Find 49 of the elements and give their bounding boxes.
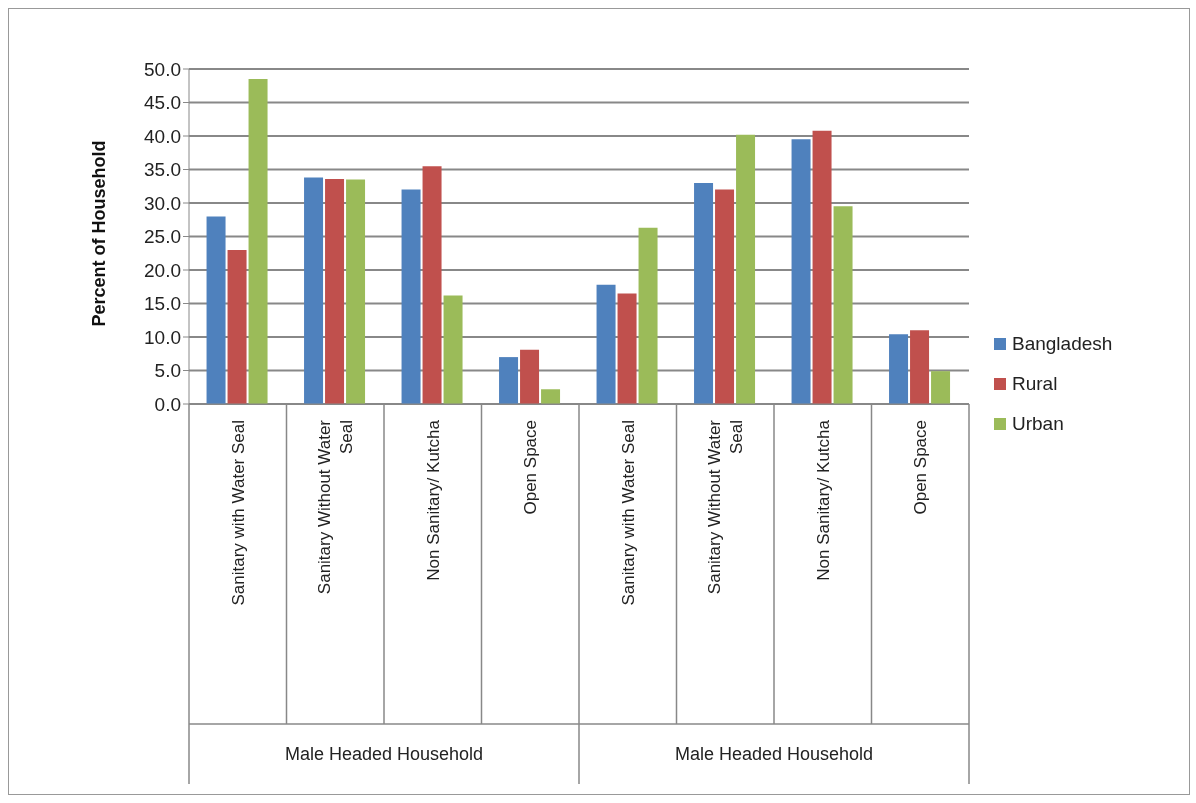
bar	[638, 227, 658, 404]
y-tick-label: 5.0	[154, 360, 181, 382]
legend-label: Bangladesh	[1012, 332, 1113, 356]
y-tick-label: 15.0	[144, 293, 181, 315]
x-tick-label: Sanitary Without Water Seal	[705, 419, 747, 595]
y-tick-label: 50.0	[144, 58, 181, 80]
bar	[248, 79, 268, 404]
y-tick-label: 30.0	[144, 192, 181, 214]
bar	[694, 182, 714, 404]
x-tick-label: Non Sanitary/ Kutcha	[423, 419, 443, 581]
bar	[812, 130, 832, 404]
y-tick-label: 45.0	[144, 92, 181, 114]
x-tick-label: Open Space	[521, 420, 541, 515]
bar	[736, 134, 756, 404]
bar	[422, 166, 442, 404]
text: Male Headed Household	[674, 744, 874, 765]
bar	[791, 139, 811, 404]
bar	[227, 249, 247, 404]
x-tick-label: Non Sanitary/ Kutcha	[813, 419, 833, 581]
bar	[889, 334, 909, 404]
y-tick-label: 0.0	[154, 393, 181, 415]
x-tick-label: Open Space	[911, 420, 931, 515]
bar	[520, 349, 540, 404]
y-tick-label: 25.0	[144, 226, 181, 248]
y-tick-label: 10.0	[144, 326, 181, 348]
y-axis-title: Percent of Household	[89, 140, 110, 327]
bar	[596, 284, 616, 404]
text: Male Headed Household	[284, 744, 484, 765]
bar	[443, 295, 463, 404]
legend-label: Rural	[1012, 372, 1058, 396]
bar	[325, 178, 345, 404]
bar	[541, 389, 561, 404]
x-tick-label: Sanitary with Water Seal	[228, 420, 248, 606]
bar	[206, 216, 226, 404]
x-tick-label: Sanitary with Water Seal	[618, 420, 638, 606]
bar	[931, 371, 951, 404]
bar	[833, 206, 853, 404]
bar	[715, 189, 735, 404]
bar	[346, 179, 366, 404]
x-tick-label: Sanitary Without Water Seal	[315, 419, 357, 595]
bar	[401, 189, 421, 404]
legend-label: Urban	[1012, 412, 1064, 436]
y-tick-label: 20.0	[144, 259, 181, 281]
bar	[910, 330, 930, 404]
bar	[499, 357, 519, 404]
bar	[617, 293, 637, 404]
y-tick-label: 35.0	[144, 159, 181, 181]
bar	[304, 177, 324, 404]
y-tick-label: 40.0	[144, 125, 181, 147]
